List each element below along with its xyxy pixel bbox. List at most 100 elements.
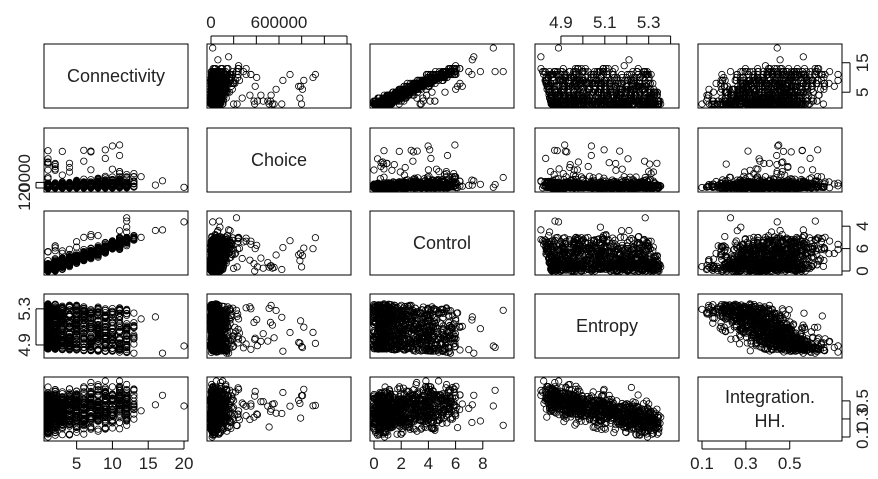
data-point	[380, 147, 388, 155]
data-point	[409, 157, 417, 165]
data-point	[603, 70, 611, 79]
data-point	[80, 157, 88, 165]
data-point	[429, 76, 437, 85]
data-point	[101, 178, 109, 187]
data-point	[443, 73, 451, 82]
scatter-points	[44, 141, 188, 192]
data-point	[297, 100, 306, 108]
data-point	[581, 73, 590, 82]
data-point	[213, 100, 221, 108]
data-point	[279, 76, 287, 85]
data-point	[476, 68, 484, 76]
data-point	[158, 177, 167, 185]
data-point	[94, 178, 102, 186]
data-point	[777, 94, 786, 102]
scatter-points	[370, 141, 507, 192]
data-point	[116, 183, 124, 191]
data-point	[642, 82, 651, 90]
data-point	[227, 73, 236, 82]
data-point	[548, 100, 556, 108]
data-point	[101, 154, 109, 162]
data-point	[631, 97, 640, 105]
data-point	[230, 100, 238, 108]
data-point	[714, 97, 722, 105]
data-point	[705, 85, 713, 93]
data-point	[422, 91, 431, 99]
data-point	[58, 184, 66, 192]
data-point	[593, 68, 601, 76]
data-point	[123, 173, 131, 182]
data-point	[211, 68, 219, 76]
data-point	[773, 70, 781, 79]
data-point	[545, 88, 554, 96]
data-point	[558, 100, 566, 108]
data-point	[209, 82, 217, 90]
data-point	[58, 171, 66, 179]
data-point	[554, 44, 563, 52]
data-point	[577, 65, 586, 73]
data-point	[579, 88, 587, 96]
data-point	[94, 184, 102, 192]
data-point	[620, 62, 628, 70]
data-point	[610, 76, 619, 85]
data-point	[370, 166, 378, 174]
data-point	[151, 181, 159, 189]
data-point	[801, 88, 809, 96]
data-point	[635, 97, 644, 105]
data-point	[395, 91, 403, 99]
panel-1-1: Choice	[206, 127, 352, 193]
data-point	[551, 88, 560, 96]
data-point	[771, 79, 779, 88]
data-point	[410, 82, 418, 90]
panel-frame	[369, 127, 515, 193]
data-point	[792, 68, 801, 76]
data-point	[765, 97, 773, 105]
data-point	[123, 178, 131, 186]
data-point	[558, 82, 566, 90]
data-point	[770, 82, 778, 90]
panel-frame	[43, 127, 189, 193]
panel-0-4	[697, 43, 843, 109]
data-point	[698, 100, 706, 108]
data-point	[377, 100, 385, 108]
data-point	[834, 70, 842, 79]
data-point	[101, 182, 109, 190]
data-point	[576, 76, 584, 85]
data-point	[730, 91, 738, 99]
data-point	[610, 100, 618, 108]
data-point	[730, 97, 738, 105]
data-point	[629, 68, 637, 76]
data-point	[397, 91, 405, 99]
data-point	[798, 76, 806, 85]
data-point	[458, 82, 466, 90]
data-point	[388, 94, 396, 102]
data-point	[618, 100, 626, 108]
data-point	[130, 178, 138, 186]
panel-0-1	[206, 43, 352, 109]
data-point	[44, 147, 52, 155]
data-point	[410, 79, 418, 88]
data-point	[767, 68, 776, 76]
data-point	[781, 70, 789, 79]
data-point	[820, 85, 828, 93]
data-point	[540, 68, 548, 76]
data-point	[801, 70, 809, 79]
data-point	[44, 181, 52, 190]
data-point	[116, 175, 124, 183]
data-point	[600, 100, 608, 108]
data-point	[642, 91, 651, 99]
data-point	[723, 82, 732, 90]
data-point	[800, 65, 809, 73]
data-point	[705, 91, 713, 99]
panel-frame	[534, 43, 680, 109]
data-point	[773, 44, 781, 52]
data-point	[788, 73, 796, 82]
data-point	[438, 73, 446, 82]
data-point	[834, 76, 842, 85]
data-point	[721, 82, 729, 90]
data-point	[586, 82, 594, 90]
panel-frame	[369, 43, 515, 109]
data-point	[209, 100, 217, 108]
data-point	[44, 173, 52, 181]
data-point	[809, 97, 817, 105]
